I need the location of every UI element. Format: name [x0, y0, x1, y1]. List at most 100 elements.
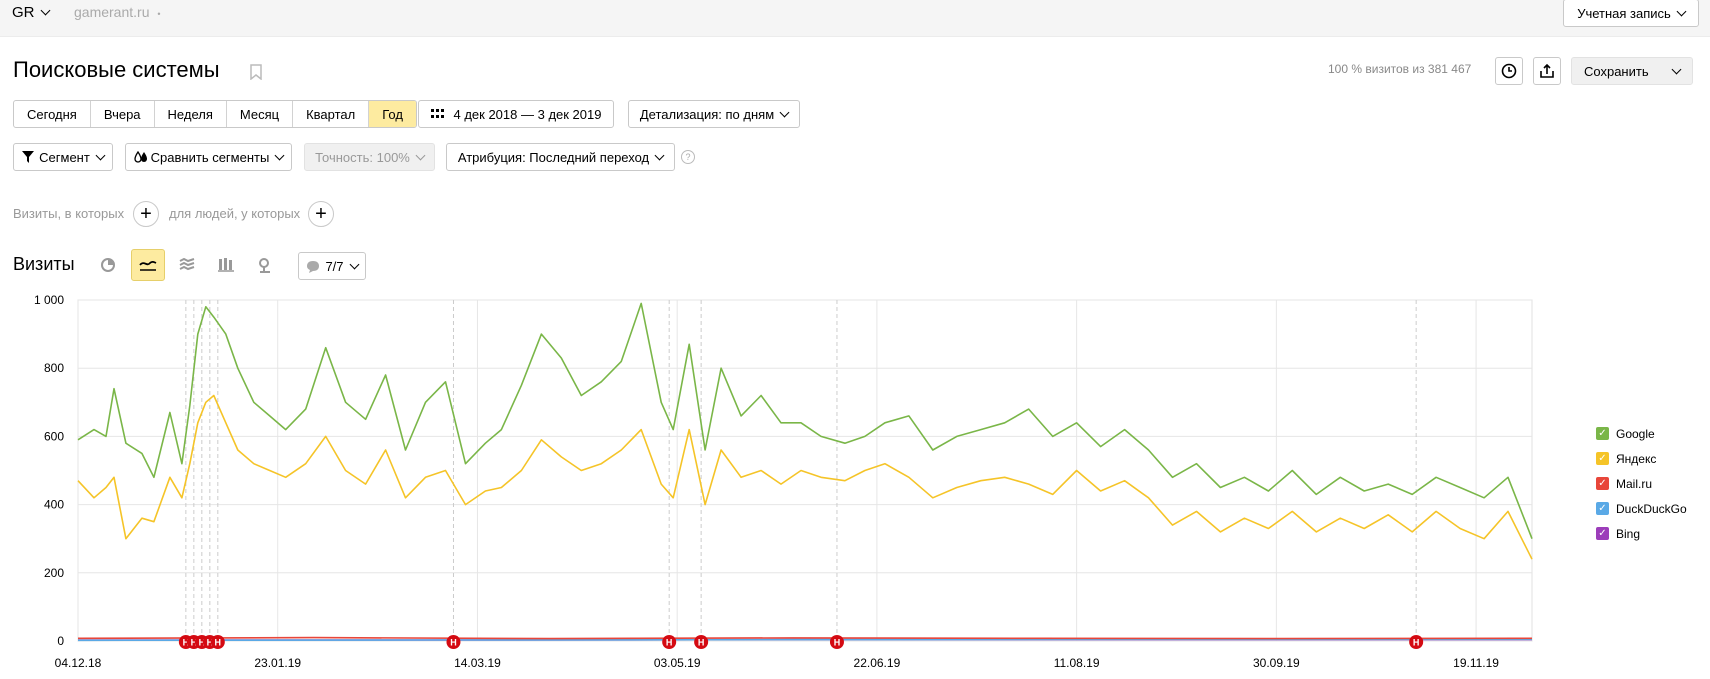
- legend-item[interactable]: ✓ Mail.ru: [1596, 471, 1687, 496]
- holiday-marker: [662, 635, 677, 649]
- add-visits-condition-button[interactable]: +: [133, 201, 159, 227]
- chart-title: Визиты: [13, 254, 75, 274]
- chevron-down-icon: [1676, 6, 1687, 16]
- attribution-label: Атрибуция: Последний переход: [457, 149, 650, 165]
- holiday-marker: [210, 635, 225, 649]
- period-yesterday[interactable]: Вчера: [91, 101, 155, 127]
- legend-item[interactable]: ✓ Яндекс: [1596, 446, 1687, 471]
- map-pin-icon[interactable]: [257, 257, 273, 273]
- checkbox-icon[interactable]: ✓: [1596, 427, 1609, 440]
- area-chart-icon[interactable]: [179, 258, 195, 272]
- y-tick-label: 200: [44, 566, 64, 580]
- save-button[interactable]: Сохранить: [1571, 57, 1693, 85]
- annotations-count: 7/7: [325, 258, 344, 274]
- chevron-down-icon: [95, 150, 106, 160]
- chevron-down-icon: [654, 150, 665, 160]
- holiday-marker: [1409, 635, 1424, 649]
- accuracy-dropdown[interactable]: Точность: 100%: [304, 143, 435, 171]
- period-year[interactable]: Год: [369, 101, 416, 127]
- y-tick-label: 600: [44, 429, 64, 443]
- period-quarter[interactable]: Квартал: [293, 101, 370, 127]
- legend-item[interactable]: ✓ Bing: [1596, 521, 1687, 546]
- legend-label: Bing: [1616, 526, 1641, 541]
- chart-grid: [77, 299, 1533, 642]
- holiday-marker-label: Н: [191, 638, 198, 648]
- checkbox-icon[interactable]: ✓: [1596, 477, 1609, 490]
- x-axis-ticks: 04.12.18 23.01.19 14.03.19 03.05.19 22.06.19…: [55, 656, 1500, 670]
- line-chart-button[interactable]: [131, 249, 165, 281]
- holiday-marker-label: Н: [207, 638, 214, 648]
- chevron-down-icon: [274, 150, 285, 160]
- holiday-marker-label: Н: [215, 638, 222, 648]
- detail-dropdown[interactable]: Детализация: по дням: [628, 100, 800, 128]
- series-line-google: [77, 302, 1533, 539]
- y-tick-label: 800: [44, 361, 64, 375]
- holiday-marker-label: Н: [1413, 638, 1420, 648]
- holiday-marker: [694, 635, 709, 649]
- add-people-condition-button[interactable]: +: [308, 201, 334, 227]
- date-range-button[interactable]: 4 дек 2018 — 3 дек 2019: [418, 100, 614, 128]
- accuracy-label: Точность: 100%: [315, 149, 410, 165]
- date-range-label: 4 дек 2018 — 3 дек 2019: [453, 106, 602, 122]
- line-chart-icon: [139, 260, 157, 271]
- checkbox-icon[interactable]: ✓: [1596, 527, 1609, 540]
- chevron-down-icon: [415, 150, 426, 160]
- holiday-marker-label: Н: [698, 638, 705, 648]
- checkbox-icon[interactable]: ✓: [1596, 502, 1609, 515]
- pie-chart-icon[interactable]: [100, 257, 116, 273]
- visits-condition-label: Визиты, в которых: [13, 206, 125, 221]
- calendar-icon: [430, 109, 444, 118]
- holiday-marker: [829, 635, 844, 649]
- chevron-down-icon: [40, 5, 50, 16]
- x-tick-label: 30.09.19: [1253, 656, 1300, 670]
- holiday-marker-label: Н: [199, 638, 206, 648]
- x-tick-label: 04.12.18: [55, 656, 102, 670]
- x-tick-label: 23.01.19: [254, 656, 301, 670]
- bar-chart-icon[interactable]: [218, 257, 234, 272]
- segment-button[interactable]: Сегмент: [13, 143, 113, 171]
- legend-item[interactable]: ✓ Google: [1596, 421, 1687, 446]
- site-name-label: gamerant.ru: [74, 4, 150, 20]
- period-month[interactable]: Месяц: [227, 101, 294, 127]
- x-tick-label: 19.11.19: [1453, 656, 1499, 670]
- y-tick-label: 1 000: [34, 293, 64, 307]
- checkbox-icon[interactable]: ✓: [1596, 452, 1609, 465]
- save-button-label: Сохранить: [1584, 63, 1649, 79]
- y-tick-label: 0: [57, 634, 64, 648]
- holiday-marker-label: Н: [834, 638, 841, 648]
- chevron-down-icon: [1671, 64, 1682, 74]
- clock-icon: [1501, 63, 1517, 79]
- people-condition-label: для людей, у которых: [169, 206, 301, 221]
- account-button[interactable]: Учетная запись: [1563, 0, 1699, 27]
- export-button[interactable]: [1533, 57, 1561, 85]
- segment-label: Сегмент: [39, 149, 90, 165]
- export-icon: [1540, 63, 1554, 78]
- site-name[interactable]: gamerant.ru •: [74, 4, 161, 20]
- legend-label: DuckDuckGo: [1616, 501, 1687, 516]
- holiday-marker-label: Н: [450, 638, 457, 648]
- holiday-lines: [185, 300, 1417, 641]
- account-switcher[interactable]: GR: [12, 4, 50, 21]
- y-tick-label: 400: [44, 498, 64, 512]
- period-week[interactable]: Неделя: [155, 101, 227, 127]
- attribution-dropdown[interactable]: Атрибуция: Последний переход: [446, 143, 675, 171]
- help-icon[interactable]: ?: [681, 150, 695, 164]
- compare-segments-button[interactable]: Сравнить сегменты: [125, 143, 292, 171]
- annotations-button[interactable]: 7/7: [298, 252, 366, 280]
- top-bar: GR gamerant.ru • Учетная запись: [0, 0, 1710, 37]
- chart-series: [77, 302, 1533, 642]
- compare-label: Сравнить сегменты: [150, 149, 270, 165]
- series-line-яндекс: [77, 394, 1533, 560]
- legend-label: Mail.ru: [1616, 476, 1653, 491]
- history-button[interactable]: [1495, 57, 1523, 85]
- bookmark-icon[interactable]: [250, 64, 262, 80]
- page-title: Поисковые системы: [13, 57, 220, 82]
- legend-label: Яндекс: [1616, 451, 1657, 466]
- series-line-mail-ru: [77, 636, 1533, 640]
- legend-label: Google: [1616, 426, 1655, 441]
- legend-item[interactable]: ✓ DuckDuckGo: [1596, 496, 1687, 521]
- period-today[interactable]: Сегодня: [14, 101, 91, 127]
- account-switcher-label: GR: [12, 4, 35, 21]
- visits-summary: 100 % визитов из 381 467: [1328, 62, 1472, 76]
